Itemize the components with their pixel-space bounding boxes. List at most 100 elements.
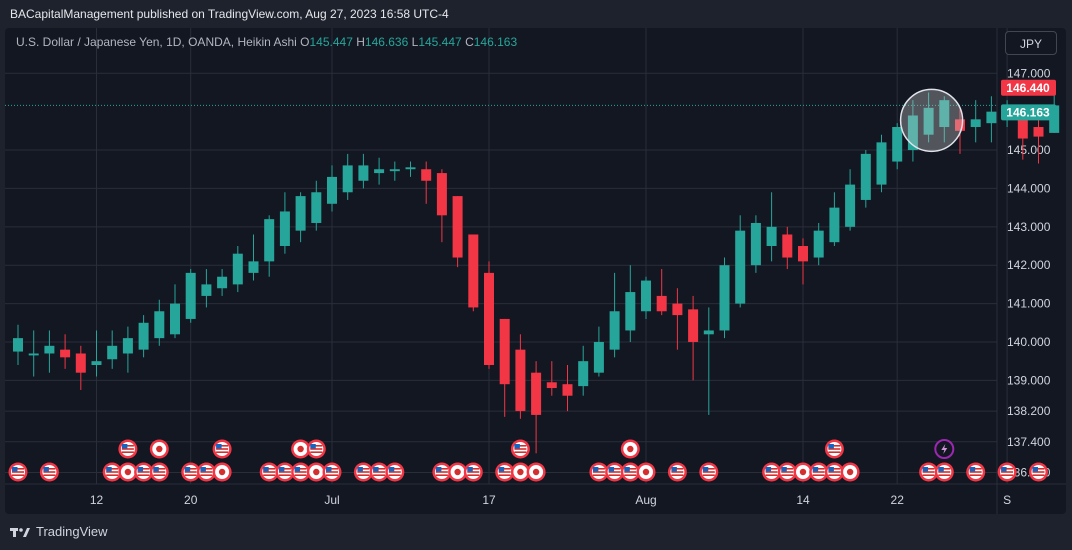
us-flag-stripe bbox=[43, 474, 56, 476]
jp-flag-sun bbox=[799, 468, 807, 476]
candle-body bbox=[766, 226, 777, 247]
us-flag-stripe bbox=[1001, 474, 1014, 476]
us-flag-stripe bbox=[702, 468, 715, 470]
candle-body bbox=[939, 100, 950, 128]
us-flag-stripe bbox=[310, 445, 323, 447]
candle-body bbox=[1033, 127, 1044, 137]
candle-body bbox=[876, 142, 887, 185]
us-flag-canton bbox=[828, 444, 834, 449]
us-flag-stripe bbox=[467, 471, 480, 473]
us-flag-canton bbox=[326, 467, 332, 472]
candle-body bbox=[672, 303, 683, 316]
x-tick-label: 20 bbox=[184, 493, 198, 507]
us-flag-stripe bbox=[514, 445, 527, 447]
us-flag-stripe bbox=[216, 448, 229, 450]
us-flag-canton bbox=[624, 467, 630, 472]
candle-body bbox=[892, 127, 903, 162]
candle-body bbox=[436, 173, 447, 216]
us-flag-stripe bbox=[624, 474, 637, 476]
us-flag-stripe bbox=[435, 471, 448, 473]
lightning-bolt-icon bbox=[941, 444, 948, 454]
x-tick-label: 12 bbox=[90, 493, 104, 507]
y-tick-label: 144.000 bbox=[1007, 181, 1051, 195]
candle-body bbox=[342, 165, 353, 193]
us-flag-stripe bbox=[671, 471, 684, 473]
us-flag-stripe bbox=[781, 474, 794, 476]
us-flag-stripe bbox=[592, 471, 605, 473]
candle-body bbox=[122, 338, 133, 354]
candle-body bbox=[374, 169, 385, 174]
candle-body bbox=[955, 119, 965, 131]
us-flag-canton bbox=[671, 467, 677, 472]
us-flag-stripe bbox=[388, 471, 401, 473]
us-flag-stripe bbox=[1032, 468, 1045, 470]
candle-body bbox=[609, 311, 620, 350]
candlestick-chart[interactable]: 136.600137.400138.200139.000140.000141.0… bbox=[5, 28, 1066, 514]
candle-body bbox=[688, 309, 699, 342]
y-tick-label: 138.200 bbox=[1007, 404, 1051, 418]
us-flag-stripe bbox=[121, 451, 134, 453]
us-flag-stripe bbox=[514, 448, 527, 450]
currency-button[interactable]: JPY bbox=[1005, 31, 1057, 55]
us-flag-stripe bbox=[498, 468, 511, 470]
jp-flag-sun bbox=[156, 445, 163, 453]
candle-body bbox=[389, 169, 400, 172]
us-flag-stripe bbox=[121, 445, 134, 447]
candle-body bbox=[562, 384, 573, 396]
us-flag-stripe bbox=[498, 474, 511, 476]
publisher-line: BACapitalManagement published on Trading… bbox=[10, 7, 449, 21]
us-flag-stripe bbox=[184, 468, 197, 470]
us-flag-canton bbox=[467, 467, 473, 472]
candle-body bbox=[719, 265, 730, 331]
low-label: L bbox=[411, 35, 419, 49]
us-flag-canton bbox=[922, 467, 929, 472]
candle-body bbox=[138, 322, 149, 350]
us-flag-stripe bbox=[106, 471, 119, 473]
us-flag-stripe bbox=[388, 474, 401, 476]
us-flag-stripe bbox=[373, 474, 386, 476]
us-flag-stripe bbox=[106, 474, 119, 476]
close-value: 146.163 bbox=[473, 35, 518, 49]
us-flag-stripe bbox=[373, 471, 386, 473]
us-flag-stripe bbox=[373, 468, 386, 470]
candle-body bbox=[656, 295, 667, 312]
candle-body bbox=[546, 382, 557, 389]
us-flag-canton bbox=[1032, 467, 1038, 472]
jp-flag-sun bbox=[627, 445, 634, 453]
us-flag-stripe bbox=[153, 474, 166, 476]
us-flag-stripe bbox=[216, 445, 229, 447]
us-flag-stripe bbox=[812, 471, 825, 473]
candle-body bbox=[44, 345, 55, 354]
us-flag-stripe bbox=[12, 474, 24, 476]
candle-body bbox=[499, 318, 510, 385]
low-value: 145.447 bbox=[418, 35, 462, 49]
us-flag-canton bbox=[514, 444, 520, 449]
us-flag-stripe bbox=[326, 471, 338, 473]
us-flag-stripe bbox=[435, 468, 448, 470]
candle-body bbox=[515, 349, 526, 412]
us-flag-stripe bbox=[137, 474, 150, 476]
us-flag-canton bbox=[278, 467, 285, 472]
us-flag-stripe bbox=[938, 471, 951, 473]
y-tick-label: 145.000 bbox=[1007, 143, 1051, 157]
x-tick-label: 14 bbox=[796, 493, 810, 507]
chart-panel[interactable]: 136.600 137.400 138.200 139.000 140.000 141.0… bbox=[5, 28, 1066, 514]
us-flag-stripe bbox=[828, 471, 841, 473]
candle-body bbox=[923, 107, 934, 135]
us-flag-stripe bbox=[12, 468, 24, 470]
us-flag-stripe bbox=[812, 474, 825, 476]
us-flag-canton bbox=[43, 467, 49, 472]
x-tick-label: 22 bbox=[891, 493, 905, 507]
candle-body bbox=[185, 272, 196, 319]
candle-body bbox=[782, 234, 793, 258]
jp-flag-sun bbox=[218, 468, 226, 476]
candle-body bbox=[593, 341, 604, 373]
us-flag-stripe bbox=[922, 471, 935, 473]
us-flag-stripe bbox=[781, 471, 794, 473]
us-flag-canton bbox=[608, 467, 615, 472]
x-tick-label: S bbox=[1003, 493, 1011, 507]
us-flag-stripe bbox=[294, 474, 307, 476]
price-label-tag bbox=[1001, 104, 1056, 121]
high-value: 146.636 bbox=[364, 35, 409, 49]
candle-body bbox=[845, 184, 856, 227]
